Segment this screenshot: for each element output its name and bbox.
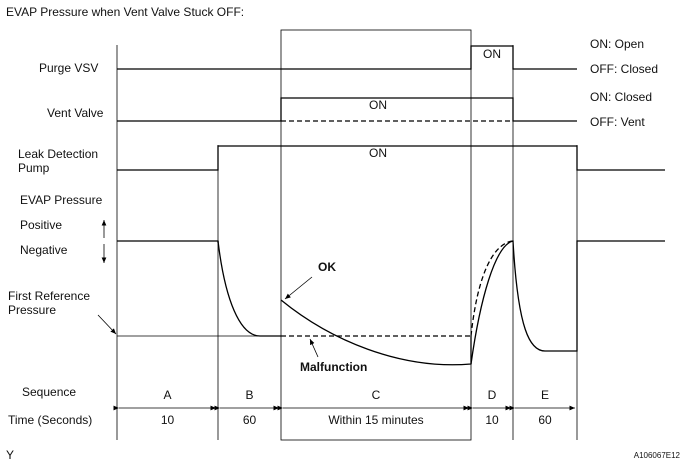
purge-vsv-trace <box>117 45 577 70</box>
signal-label: Leak Detection <box>18 147 98 161</box>
footer-right: A106067E12 <box>634 451 681 460</box>
sequence-label: C <box>372 388 381 402</box>
sequence-label: A <box>163 388 171 402</box>
signal-label: Vent Valve <box>47 106 104 120</box>
time-label: 60 <box>538 413 552 427</box>
time-label: 10 <box>485 413 499 427</box>
vent-valve-trace <box>117 97 577 122</box>
signal-label: Positive <box>20 218 62 232</box>
pump-trace <box>117 145 665 171</box>
phase-c-frame <box>280 29 472 441</box>
annotation: Malfunction <box>300 360 367 374</box>
signal-label: Purge VSV <box>39 61 98 75</box>
arrow <box>309 338 319 358</box>
annotation: OK <box>318 260 336 274</box>
state-label: OFF: Vent <box>590 115 645 129</box>
row-label: Sequence <box>22 385 76 399</box>
time-label: Within 15 minutes <box>328 413 423 427</box>
signal-label: EVAP Pressure <box>20 193 103 207</box>
evap-trace <box>117 240 665 366</box>
state-label: ON: Open <box>590 37 644 51</box>
signal-label: Pump <box>18 161 50 175</box>
state-label: ON: Closed <box>590 90 652 104</box>
evap-dashed <box>470 240 514 337</box>
signal-label: First Reference <box>8 289 90 303</box>
arrow <box>284 276 313 300</box>
sequence-label: E <box>541 388 549 402</box>
signal-label: Negative <box>20 243 68 257</box>
time-label: 60 <box>243 413 257 427</box>
signal-label: Pressure <box>8 303 56 317</box>
row-label: Time (Seconds) <box>8 413 92 427</box>
state-label: OFF: Closed <box>590 62 658 76</box>
on-label: ON <box>483 47 501 61</box>
footer-left: Y <box>6 448 14 462</box>
arrow <box>97 314 117 335</box>
sequence-label: D <box>488 388 497 402</box>
on-label: ON <box>369 98 387 112</box>
time-label: 10 <box>161 413 175 427</box>
sequence-label: B <box>245 388 253 402</box>
title: EVAP Pressure when Vent Valve Stuck OFF: <box>6 5 244 19</box>
on-label: ON <box>369 146 387 160</box>
